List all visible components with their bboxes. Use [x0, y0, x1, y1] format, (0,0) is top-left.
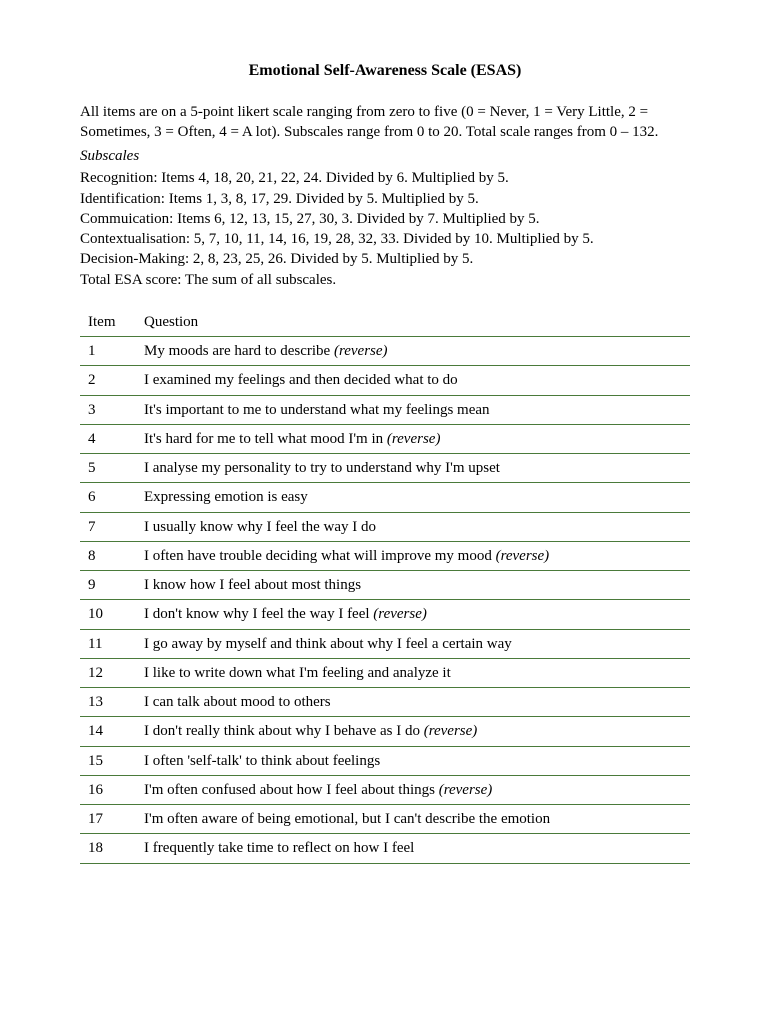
reverse-marker: (reverse) [334, 343, 388, 359]
item-question: I analyse my personality to try to under… [136, 454, 690, 483]
subscales-heading: Subscales [80, 146, 690, 166]
reverse-marker: (reverse) [439, 782, 493, 798]
table-row: 6Expressing emotion is easy [80, 483, 690, 512]
item-question: I usually know why I feel the way I do [136, 512, 690, 541]
header-question: Question [136, 308, 690, 337]
item-question: I don't really think about why I behave … [136, 717, 690, 746]
item-number: 8 [80, 541, 136, 570]
subscale-line: Commuication: Items 6, 12, 13, 15, 27, 3… [80, 209, 690, 229]
item-number: 2 [80, 366, 136, 395]
item-number: 12 [80, 658, 136, 687]
page-title: Emotional Self-Awareness Scale (ESAS) [80, 60, 690, 82]
subscale-line: Total ESA score: The sum of all subscale… [80, 270, 690, 290]
item-question: I go away by myself and think about why … [136, 629, 690, 658]
item-number: 5 [80, 454, 136, 483]
table-row: 5I analyse my personality to try to unde… [80, 454, 690, 483]
table-row: 12I like to write down what I'm feeling … [80, 658, 690, 687]
table-row: 18I frequently take time to reflect on h… [80, 834, 690, 863]
table-row: 3It's important to me to understand what… [80, 395, 690, 424]
item-number: 14 [80, 717, 136, 746]
item-question: I often 'self-talk' to think about feeli… [136, 746, 690, 775]
table-row: 16I'm often confused about how I feel ab… [80, 775, 690, 804]
subscale-line: Recognition: Items 4, 18, 20, 21, 22, 24… [80, 168, 690, 188]
item-number: 18 [80, 834, 136, 863]
item-question: It's hard for me to tell what mood I'm i… [136, 424, 690, 453]
reverse-marker: (reverse) [496, 548, 550, 564]
item-question: It's important to me to understand what … [136, 395, 690, 424]
item-number: 9 [80, 571, 136, 600]
item-question: Expressing emotion is easy [136, 483, 690, 512]
table-row: 4It's hard for me to tell what mood I'm … [80, 424, 690, 453]
table-row: 11I go away by myself and think about wh… [80, 629, 690, 658]
table-row: 14I don't really think about why I behav… [80, 717, 690, 746]
item-number: 1 [80, 337, 136, 366]
item-number: 10 [80, 600, 136, 629]
item-question: I examined my feelings and then decided … [136, 366, 690, 395]
item-question: I like to write down what I'm feeling an… [136, 658, 690, 687]
header-item: Item [80, 308, 136, 337]
table-row: 8I often have trouble deciding what will… [80, 541, 690, 570]
table-row: 9I know how I feel about most things [80, 571, 690, 600]
item-question: I frequently take time to reflect on how… [136, 834, 690, 863]
item-number: 17 [80, 805, 136, 834]
reverse-marker: (reverse) [387, 431, 441, 447]
table-row: 10I don't know why I feel the way I feel… [80, 600, 690, 629]
table-row: 13I can talk about mood to others [80, 688, 690, 717]
item-question: I can talk about mood to others [136, 688, 690, 717]
item-number: 3 [80, 395, 136, 424]
subscale-line: Decision-Making: 2, 8, 23, 25, 26. Divid… [80, 249, 690, 269]
table-row: 17I'm often aware of being emotional, bu… [80, 805, 690, 834]
item-question: My moods are hard to describe (reverse) [136, 337, 690, 366]
questions-table: Item Question 1My moods are hard to desc… [80, 308, 690, 864]
table-header-row: Item Question [80, 308, 690, 337]
table-row: 7I usually know why I feel the way I do [80, 512, 690, 541]
item-number: 11 [80, 629, 136, 658]
item-number: 13 [80, 688, 136, 717]
item-question: I'm often confused about how I feel abou… [136, 775, 690, 804]
item-number: 4 [80, 424, 136, 453]
subscale-line: Contextualisation: 5, 7, 10, 11, 14, 16,… [80, 229, 690, 249]
subscale-line: Identification: Items 1, 3, 8, 17, 29. D… [80, 189, 690, 209]
table-row: 15I often 'self-talk' to think about fee… [80, 746, 690, 775]
reverse-marker: (reverse) [424, 723, 478, 739]
intro-text: All items are on a 5-point likert scale … [80, 102, 690, 143]
table-row: 2I examined my feelings and then decided… [80, 366, 690, 395]
item-question: I often have trouble deciding what will … [136, 541, 690, 570]
item-question: I'm often aware of being emotional, but … [136, 805, 690, 834]
item-question: I know how I feel about most things [136, 571, 690, 600]
item-number: 7 [80, 512, 136, 541]
reverse-marker: (reverse) [373, 606, 427, 622]
item-number: 16 [80, 775, 136, 804]
table-row: 1My moods are hard to describe (reverse) [80, 337, 690, 366]
item-number: 15 [80, 746, 136, 775]
subscales-list: Recognition: Items 4, 18, 20, 21, 22, 24… [80, 168, 690, 290]
item-number: 6 [80, 483, 136, 512]
item-question: I don't know why I feel the way I feel (… [136, 600, 690, 629]
